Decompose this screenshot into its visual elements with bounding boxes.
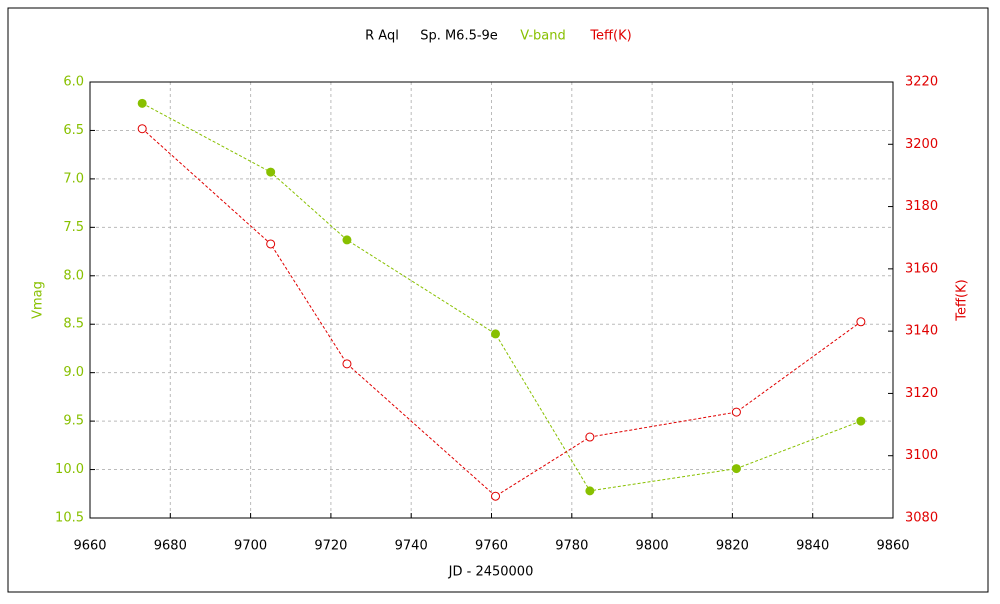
point <box>342 359 352 369</box>
point <box>266 239 276 249</box>
point <box>856 317 866 327</box>
point <box>266 167 276 177</box>
y-tick-label: 9.0 <box>63 365 84 380</box>
x-tick-label: 9820 <box>716 539 749 554</box>
point <box>585 486 595 496</box>
x-axis-label: JD - 2450000 <box>448 565 534 580</box>
y2-tick-label: 3200 <box>905 137 938 152</box>
y-axis-label: Vmag <box>31 281 46 319</box>
y-tick-label: 10.0 <box>55 462 84 477</box>
y2-tick-label: 3220 <box>905 75 938 90</box>
point <box>731 464 741 474</box>
x-tick-label: 9720 <box>314 539 347 554</box>
point <box>856 416 866 426</box>
chart-subtitle: Sp. M6.5-9e <box>420 29 498 44</box>
y-tick-label: 8.5 <box>63 317 84 332</box>
y2-tick-label: 3120 <box>905 386 938 401</box>
legend-entry: V-band <box>520 29 566 44</box>
x-tick-label: 9760 <box>475 539 508 554</box>
x-tick-label: 9740 <box>395 539 428 554</box>
x-tick-label: 9700 <box>234 539 267 554</box>
y2-tick-label: 3180 <box>905 199 938 214</box>
point <box>585 432 595 442</box>
y-tick-label: 7.5 <box>63 220 84 235</box>
x-tick-label: 9800 <box>636 539 669 554</box>
point <box>491 491 501 501</box>
y2-tick-label: 3080 <box>905 511 938 526</box>
point <box>491 329 501 339</box>
point <box>137 124 147 134</box>
x-tick-label: 9860 <box>876 539 909 554</box>
chart-border <box>7 7 989 593</box>
y-tick-label: 8.0 <box>63 268 84 283</box>
y-tick-label: 9.5 <box>63 414 84 429</box>
y-tick-label: 6.0 <box>63 75 84 90</box>
y-tick-label: 10.5 <box>55 511 84 526</box>
x-tick-label: 9680 <box>154 539 187 554</box>
y2-tick-label: 3140 <box>905 324 938 339</box>
x-tick-label: 9660 <box>73 539 106 554</box>
chart-title: R Aql <box>365 29 399 44</box>
y2-axis-label: Teff(K) <box>955 279 970 321</box>
point <box>731 407 741 417</box>
point <box>137 98 147 108</box>
y-tick-label: 7.0 <box>63 171 84 186</box>
x-tick-label: 9840 <box>796 539 829 554</box>
x-tick-label: 9780 <box>555 539 588 554</box>
y2-tick-label: 3100 <box>905 448 938 463</box>
y-tick-label: 6.5 <box>63 123 84 138</box>
y2-tick-label: 3160 <box>905 261 938 276</box>
plot-frame <box>89 81 894 519</box>
legend-entry: Teff(K) <box>589 29 631 44</box>
point <box>342 235 352 245</box>
